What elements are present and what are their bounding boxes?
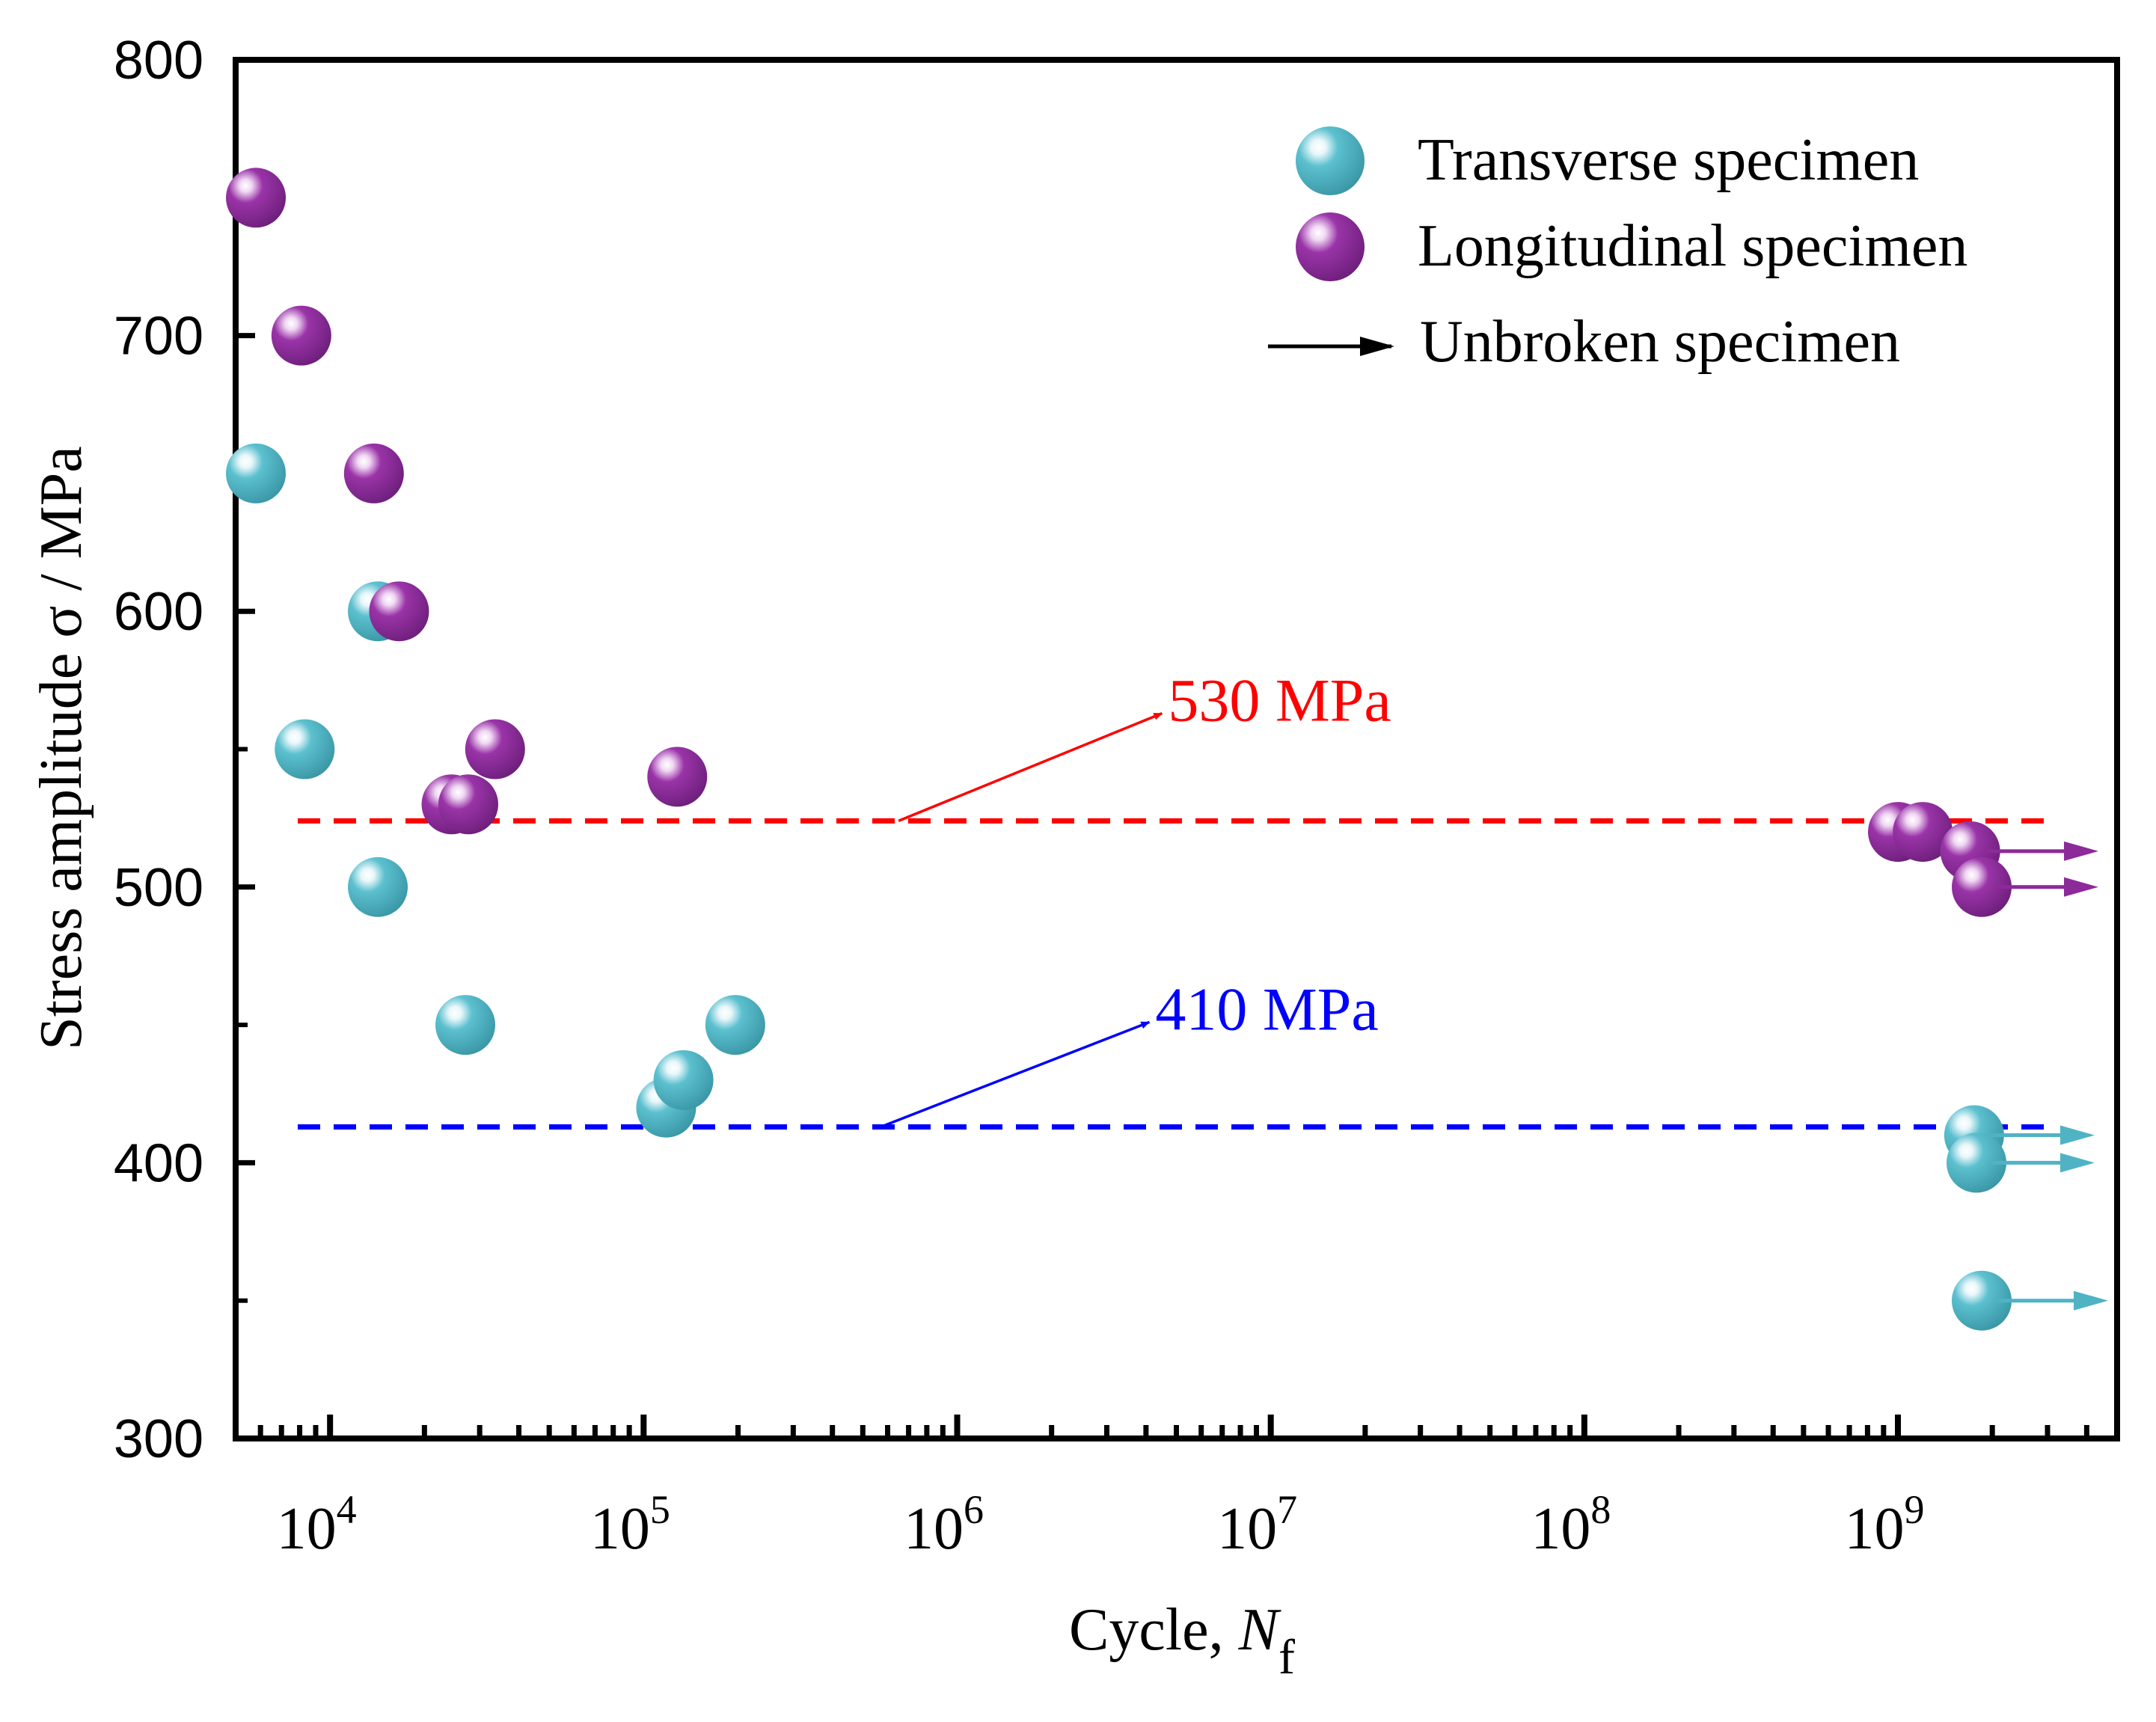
reference-arrow-blue: [880, 1020, 1151, 1129]
unbroken-arrowhead-longitudinal-11: [2064, 877, 2098, 897]
y-tick-labels: 300 400 500 600 700 800: [114, 31, 203, 1469]
x-tick-label-1e4: 104: [277, 1487, 357, 1562]
legend-label-transverse: Transverse specimen: [1418, 127, 1919, 193]
y-tick-label-700: 700: [114, 307, 203, 367]
legend-arrowhead-unbroken: [1360, 337, 1394, 356]
point-longitudinal-0: [226, 168, 287, 228]
x-tick-label-exponent: 7: [1277, 1487, 1297, 1532]
legend-label-unbroken: Unbroken specimen: [1420, 309, 1900, 375]
y-tick-label-500: 500: [114, 858, 203, 918]
x-axis-title-main: Cycle,: [1069, 1597, 1239, 1663]
y-axis-title: Stress amplitude σ / MPa: [28, 446, 94, 1050]
y-tick-label-400: 400: [114, 1133, 203, 1193]
x-tick-label-exponent: 6: [964, 1487, 984, 1532]
point-longitudinal-5: [438, 774, 498, 835]
x-tick-label-1e9: 109: [1845, 1487, 1925, 1562]
data-points: [226, 168, 2012, 1331]
reference-label-red: 530 MPa: [1168, 667, 1391, 735]
reference-arrow-red: [898, 711, 1163, 822]
point-transverse-7: [705, 995, 765, 1055]
point-transverse-10: [1952, 1270, 2012, 1331]
x-tick-label-base: 10: [1531, 1496, 1590, 1562]
x-tick-label-base: 10: [1845, 1496, 1905, 1562]
x-tick-label-1e8: 108: [1531, 1487, 1611, 1562]
unbroken-arrowhead-longitudinal-10: [2064, 841, 2098, 861]
point-longitudinal-7: [647, 747, 708, 807]
x-tick-label-base: 10: [904, 1496, 964, 1562]
x-axis-ticks: [233, 1415, 2120, 1438]
reference-lines: 530 MPa 410 MPa: [298, 667, 2050, 1130]
y-tick-label-800: 800: [114, 31, 203, 91]
x-axis-title-var: N: [1238, 1597, 1282, 1663]
x-tick-label-1e6: 106: [904, 1487, 984, 1562]
x-tick-label-exponent: 4: [337, 1487, 357, 1532]
legend-marker-longitudinal: [1296, 212, 1365, 281]
x-tick-label-base: 10: [277, 1496, 337, 1562]
x-tick-label-exponent: 9: [1905, 1487, 1925, 1532]
x-tick-label-1e7: 107: [1217, 1487, 1297, 1562]
x-tick-labels: 104 105 106 107 108 109: [277, 1487, 1925, 1562]
x-tick-label-exponent: 8: [1590, 1487, 1611, 1532]
point-longitudinal-2: [343, 443, 404, 503]
point-transverse-1: [275, 719, 335, 779]
x-tick-label-exponent: 5: [650, 1487, 670, 1532]
point-longitudinal-9: [1893, 802, 1953, 862]
legend-label-longitudinal: Longitudinal specimen: [1418, 213, 1967, 279]
point-longitudinal-3: [369, 581, 429, 642]
x-tick-label-1e5: 105: [590, 1487, 670, 1562]
point-longitudinal-1: [271, 305, 331, 366]
y-tick-label-600: 600: [114, 582, 203, 642]
legend-marker-transverse: [1296, 126, 1365, 195]
y-tick-label-300: 300: [114, 1409, 203, 1469]
unbroken-arrows: [1983, 841, 2108, 1311]
reference-label-blue: 410 MPa: [1155, 975, 1378, 1043]
point-transverse-9: [1946, 1133, 2006, 1193]
point-longitudinal-6: [465, 719, 525, 779]
x-tick-label-base: 10: [1217, 1496, 1277, 1562]
unbroken-arrowhead-transverse-9: [2060, 1153, 2095, 1173]
point-transverse-4: [435, 995, 495, 1055]
unbroken-arrowhead-transverse-10: [2074, 1290, 2108, 1311]
x-axis-title: Cycle, Nf: [1069, 1597, 1295, 1685]
x-tick-label-base: 10: [590, 1496, 650, 1562]
x-axis-title-sub: f: [1278, 1630, 1295, 1685]
point-transverse-0: [226, 443, 287, 503]
point-transverse-6: [653, 1050, 714, 1110]
legend: Transverse specimen Longitudinal specime…: [1268, 126, 1967, 375]
point-transverse-3: [348, 857, 408, 917]
unbroken-arrowhead-transverse-8: [2060, 1125, 2095, 1145]
point-longitudinal-11: [1952, 857, 2012, 917]
